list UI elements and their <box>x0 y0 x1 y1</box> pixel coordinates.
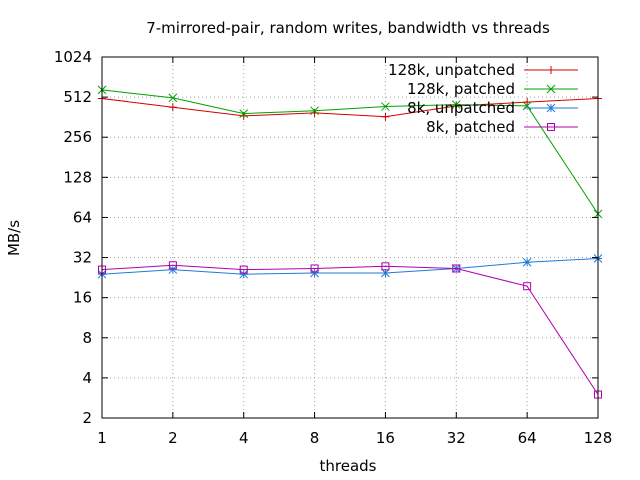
legend-marker <box>546 103 556 113</box>
data-point <box>381 268 390 278</box>
data-point <box>522 257 532 267</box>
legend-marker <box>547 123 555 131</box>
x-tick-label: 2 <box>168 429 178 447</box>
legend-label: 128k, unpatched <box>388 61 515 79</box>
data-point <box>239 269 249 279</box>
data-point <box>310 264 319 273</box>
data-point <box>452 264 461 273</box>
chart-title: 7-mirrored-pair, random writes, bandwidt… <box>146 19 550 37</box>
x-tick-label: 1 <box>97 429 107 447</box>
x-tick-label: 8 <box>310 429 320 447</box>
data-point <box>168 103 177 112</box>
data-point <box>452 101 461 110</box>
legend-label: 8k, unpatched <box>407 99 515 117</box>
y-tick-label: 256 <box>63 128 92 146</box>
legend-marker <box>546 84 556 94</box>
y-tick-label: 64 <box>73 208 92 226</box>
x-tick-label: 16 <box>376 429 395 447</box>
series-1 <box>97 85 603 219</box>
series-line <box>101 98 599 118</box>
y-tick-label: 128 <box>63 168 92 186</box>
legend-label: 8k, patched <box>426 118 515 136</box>
grid <box>102 57 598 418</box>
data-point <box>522 101 532 111</box>
y-axis-label: MB/s <box>5 220 23 256</box>
data-point <box>523 282 532 291</box>
series-line <box>101 264 599 395</box>
y-tick-label: 8 <box>82 329 92 347</box>
series-line <box>101 89 599 215</box>
legend-label: 128k, patched <box>407 80 515 98</box>
y-tick-label: 32 <box>73 249 92 267</box>
data-point <box>168 265 178 274</box>
data-point <box>168 261 177 270</box>
x-axis-label: threads <box>320 457 377 475</box>
data-point <box>381 262 390 271</box>
series-layer <box>97 85 603 399</box>
y-tick-label: 4 <box>82 369 92 387</box>
data-point <box>239 265 248 274</box>
data-point <box>310 106 319 116</box>
y-tick-label: 2 <box>82 409 92 427</box>
plot-frame <box>101 56 599 419</box>
y-tick-label: 16 <box>73 289 92 307</box>
data-point <box>523 98 532 107</box>
data-point <box>168 93 178 103</box>
y-tick-label: 1024 <box>54 48 92 66</box>
x-tick-label: 64 <box>518 429 537 447</box>
data-point <box>381 102 390 111</box>
x-tick-label: 4 <box>239 429 249 447</box>
y-tick-label: 512 <box>63 88 92 106</box>
data-point <box>239 109 249 118</box>
data-point <box>381 112 390 121</box>
data-point <box>451 100 461 109</box>
x-tick-label: 32 <box>447 429 466 447</box>
data-point <box>310 268 319 278</box>
x-tick-label: 128 <box>584 429 613 447</box>
legend-marker <box>547 66 555 74</box>
series-line <box>101 258 599 275</box>
